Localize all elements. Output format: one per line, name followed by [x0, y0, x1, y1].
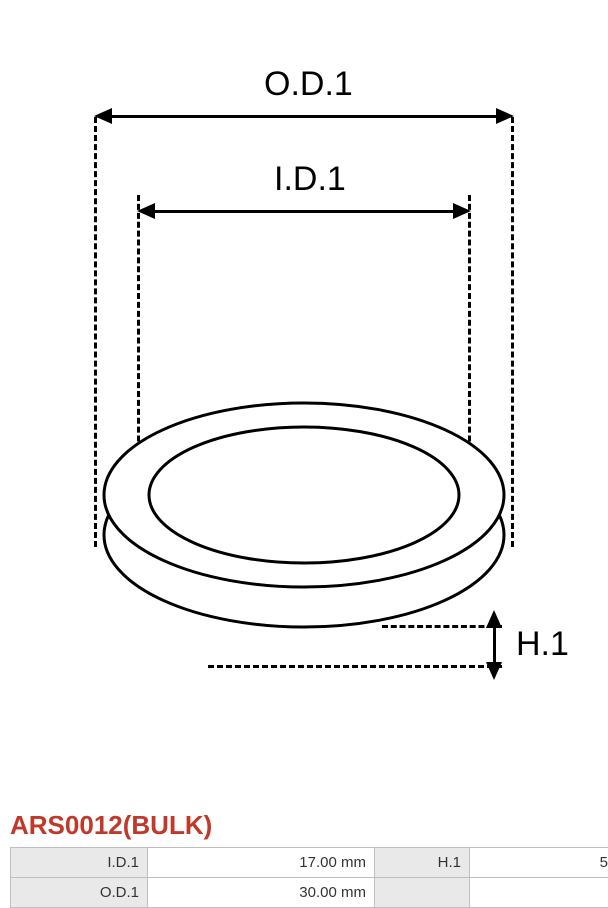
page: O.D.1 I.D.1	[0, 0, 608, 907]
cell-empty-val	[470, 878, 608, 908]
spec-section: ARS0012(BULK) I.D.1 17.00 mm H.1 5.00 mm…	[10, 810, 608, 908]
ring-drawing-icon	[84, 385, 524, 685]
h-arrow-down-icon	[486, 662, 502, 680]
h-ext-top	[382, 625, 502, 628]
h-ext-bottom	[208, 665, 502, 668]
cell-h-value: 5.00 mm	[470, 848, 608, 878]
h-dim-line	[493, 628, 496, 662]
part-title: ARS0012(BULK)	[10, 810, 608, 841]
h-arrow-up-icon	[486, 610, 502, 628]
od-label: O.D.1	[264, 65, 353, 104]
spec-table: I.D.1 17.00 mm H.1 5.00 mm O.D.1 30.00 m…	[10, 847, 608, 908]
h-label: H.1	[516, 625, 569, 664]
table-row: I.D.1 17.00 mm H.1 5.00 mm	[11, 848, 608, 878]
cell-empty-key	[375, 878, 470, 908]
cell-id-value: 17.00 mm	[148, 848, 375, 878]
cell-od-value: 30.00 mm	[148, 878, 375, 908]
od-dim-line	[112, 115, 496, 118]
diagram-area: O.D.1 I.D.1	[0, 0, 608, 790]
id-label: I.D.1	[274, 160, 346, 199]
cell-id-key: I.D.1	[11, 848, 148, 878]
id-dim-line	[155, 210, 453, 213]
cell-od-key: O.D.1	[11, 878, 148, 908]
table-row: O.D.1 30.00 mm	[11, 878, 608, 908]
technical-diagram: O.D.1 I.D.1	[24, 55, 584, 735]
cell-h-key: H.1	[375, 848, 470, 878]
